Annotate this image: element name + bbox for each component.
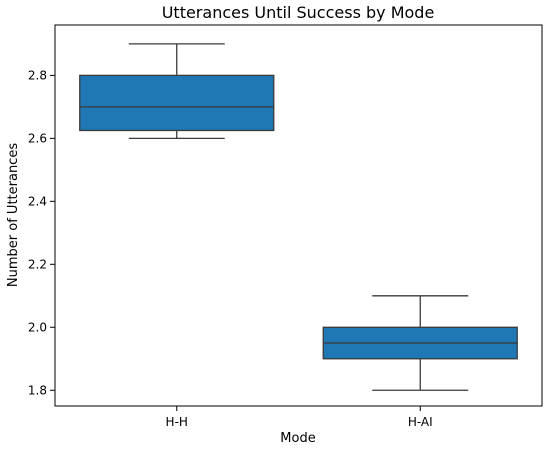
x-tick-label: H-H [166,415,188,429]
box-plot-h-ai [322,295,518,391]
y-tick-label: 2.0 [28,320,47,334]
box-series [79,43,518,391]
x-tick-label: H-AI [408,415,433,429]
y-tick-label: 2.8 [28,68,47,82]
interquartile-box [79,74,275,132]
y-axis: 1.8 2.0 2.2 2.4 2.6 2.8 [28,68,55,397]
chart-title: Utterances Until Success by Mode [162,3,435,22]
y-axis-label: Number of Utterances [6,143,21,287]
y-tick-label: 2.6 [28,131,47,145]
y-tick-label: 1.8 [28,383,47,397]
y-tick-label: 2.2 [28,257,47,271]
x-axis: H-H H-AI [166,406,433,429]
y-tick-label: 2.4 [28,194,47,208]
x-axis-label: Mode [280,431,315,446]
box-plot-h-h [79,43,275,140]
